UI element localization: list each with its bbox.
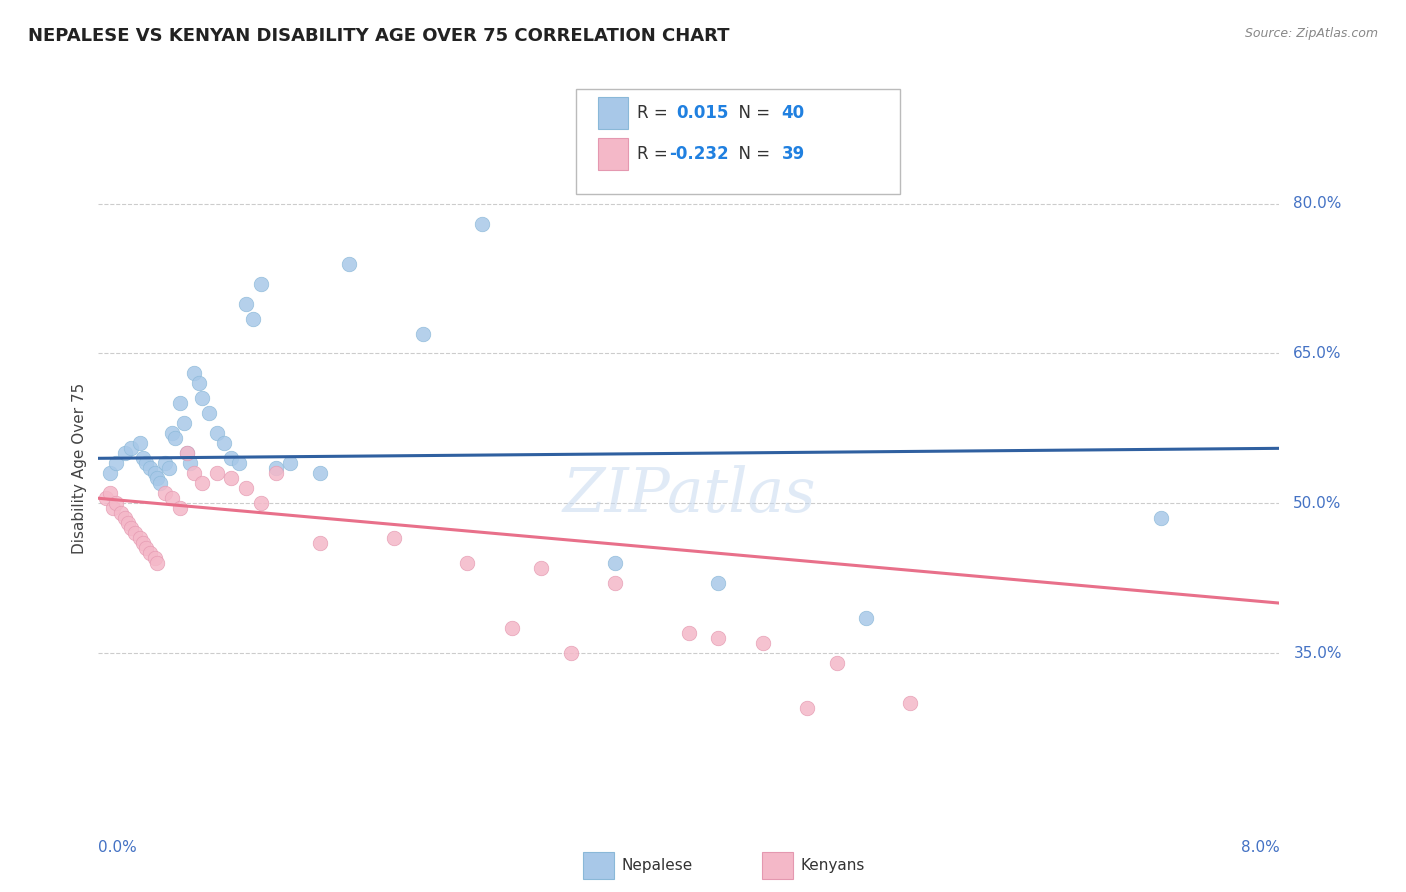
Point [278,456,301,470]
Point [308,467,332,481]
Point [120,442,142,456]
Point [183,467,205,481]
Point [707,576,730,591]
Point [139,461,162,475]
Text: 39: 39 [782,145,806,163]
Point [212,436,235,450]
Point [471,217,494,231]
Point [153,486,176,500]
Point [103,501,125,516]
Point [825,656,848,670]
Point [114,446,136,460]
Text: N =: N = [728,104,776,122]
Point [198,406,221,420]
Point [157,461,180,475]
Point [1150,511,1173,525]
Point [105,496,128,510]
Point [169,501,191,516]
Point [501,621,523,635]
Point [855,611,877,625]
Point [190,476,214,491]
Point [146,471,169,485]
Point [135,541,157,556]
Point [205,467,228,481]
Point [128,531,150,545]
Point [139,546,162,560]
Point [898,696,921,710]
Point [132,451,155,466]
Point [308,536,332,550]
Point [98,486,121,500]
Point [412,326,434,341]
Point [707,631,730,645]
Point [605,576,627,591]
Text: 0.0%: 0.0% [98,839,138,855]
Text: R =: R = [637,104,673,122]
Text: 35.0%: 35.0% [1294,646,1341,660]
Point [456,556,478,570]
Point [135,456,157,470]
Point [117,516,139,531]
Point [162,491,183,506]
Point [205,426,228,441]
Text: Kenyans: Kenyans [800,858,865,872]
Point [235,296,257,310]
Point [250,496,273,510]
Point [146,556,169,570]
Point [98,467,121,481]
Point [190,392,214,406]
Point [94,491,117,506]
Point [242,311,264,326]
Text: 40: 40 [782,104,804,122]
Text: 65.0%: 65.0% [1294,346,1341,361]
Point [173,417,195,431]
Point [560,646,582,660]
Text: 80.0%: 80.0% [1294,196,1341,211]
Point [751,636,773,650]
Point [250,277,273,291]
Point [165,431,187,445]
Point [235,481,257,495]
Point [143,551,166,566]
Point [143,467,166,481]
Point [530,561,553,575]
Point [219,451,242,466]
Point [124,526,146,541]
Text: -0.232: -0.232 [669,145,728,163]
Point [120,521,142,535]
Point [128,436,150,450]
Point [187,376,209,391]
Point [149,476,172,491]
Text: 50.0%: 50.0% [1294,496,1341,511]
Text: Nepalese: Nepalese [621,858,693,872]
Point [110,506,132,520]
Text: 0.015: 0.015 [676,104,728,122]
Point [162,426,183,441]
Point [179,456,201,470]
Y-axis label: Disability Age Over 75: Disability Age Over 75 [72,383,87,554]
Text: NEPALESE VS KENYAN DISABILITY AGE OVER 75 CORRELATION CHART: NEPALESE VS KENYAN DISABILITY AGE OVER 7… [28,27,730,45]
Point [132,536,155,550]
Text: 8.0%: 8.0% [1240,839,1279,855]
Text: R =: R = [637,145,673,163]
Point [105,456,128,470]
Point [114,511,136,525]
Text: N =: N = [728,145,776,163]
Point [264,467,287,481]
Point [176,446,198,460]
Point [264,461,287,475]
Point [337,257,360,271]
Point [219,471,242,485]
Text: Source: ZipAtlas.com: Source: ZipAtlas.com [1244,27,1378,40]
Point [796,701,818,715]
Point [228,456,250,470]
Point [183,367,205,381]
Point [605,556,627,570]
Point [169,396,191,410]
Point [153,456,176,470]
Point [678,626,700,640]
Point [176,446,198,460]
Point [382,531,405,545]
Text: ZIPatlas: ZIPatlas [562,465,815,525]
